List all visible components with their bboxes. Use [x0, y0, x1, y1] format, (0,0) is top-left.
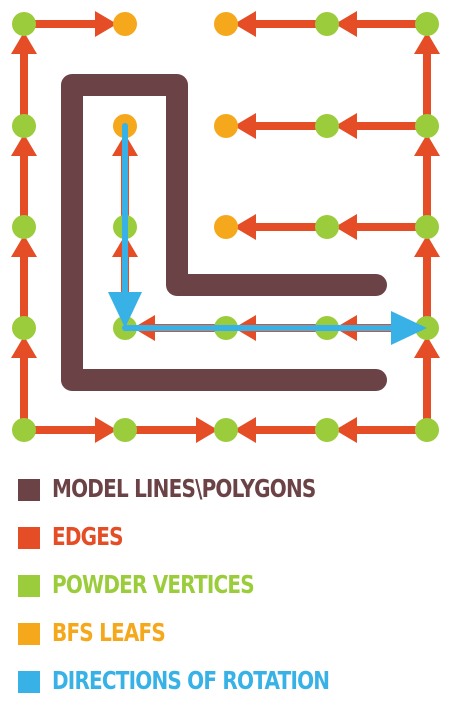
legend-item-powder: POWDER VERTICES	[16, 566, 446, 614]
rotation-arrow-2	[122, 311, 427, 345]
edge-c4r2-c3r2	[335, 214, 427, 240]
powder-vertex-c0r2	[12, 215, 36, 239]
edge-c3r0-c2r0	[234, 11, 327, 37]
powder-vertex-c1r4	[113, 418, 137, 442]
powder-vertex-c4r4	[415, 418, 439, 442]
edge-arrowhead	[335, 417, 357, 443]
legend-swatch-model	[18, 479, 40, 501]
powder-vertex-c3r0	[315, 12, 339, 36]
edge-arrowhead	[11, 235, 37, 257]
legend-item-model: MODEL LINES\POLYGONS	[16, 470, 446, 518]
legend-item-edges: EDGES	[16, 518, 446, 566]
edge-c0r4-c0r3	[11, 336, 37, 430]
legend-item-leafs: BFS LEAFS	[16, 614, 446, 662]
edge-c0r4-c1r4	[24, 417, 117, 443]
edge-arrowhead	[414, 235, 440, 257]
legend-label-leafs: BFS LEAFS	[52, 618, 166, 647]
legend-swatch-rotation	[18, 671, 40, 693]
edge-arrowhead	[414, 134, 440, 156]
powder-vertex-c0r0	[12, 12, 36, 36]
powder-vertex-c4r1	[415, 114, 439, 138]
model-lines-polygons	[61, 74, 387, 391]
rotation-arrowhead	[391, 311, 427, 345]
edge-arrowhead	[11, 134, 37, 156]
powder-vertex-c3r4	[315, 418, 339, 442]
edge-c4r1-c3r1	[335, 113, 427, 139]
powder-vertex-c2r4	[214, 418, 238, 442]
bfs-leaf-vertex-c2r0	[214, 12, 238, 36]
edge-arrowhead	[196, 417, 218, 443]
edge-arrowhead	[335, 113, 357, 139]
edge-c3r1-c2r1	[234, 113, 327, 139]
edge-c4r3-c4r2	[414, 235, 440, 328]
edge-arrowhead	[335, 214, 357, 240]
edge-c4r1-c4r0	[414, 32, 440, 126]
edge-c4r4-c3r4	[335, 417, 427, 443]
legend-item-rotation: DIRECTIONS OF ROTATION	[16, 662, 446, 710]
powder-vertex-c3r2	[315, 215, 339, 239]
edge-arrowhead	[95, 417, 117, 443]
edge-arrowhead	[335, 11, 357, 37]
legend-swatch-powder	[18, 575, 40, 597]
model-outer-line	[61, 74, 387, 391]
legend: MODEL LINES\POLYGONS EDGES POWDER VERTIC…	[16, 470, 446, 710]
edge-arrowhead	[414, 336, 440, 358]
legend-swatch-edges	[18, 527, 40, 549]
legend-label-powder: POWDER VERTICES	[52, 570, 255, 599]
edge-arrowhead	[11, 336, 37, 358]
powder-vertex-c4r0	[415, 12, 439, 36]
powder-vertex-c3r1	[315, 114, 339, 138]
edge-c3r2-c2r2	[234, 214, 327, 240]
edge-c0r2-c0r1	[11, 134, 37, 227]
bfs-leaf-vertex-c1r0	[113, 12, 137, 36]
bfs-leaf-vertex-c2r1	[214, 114, 238, 138]
edge-c0r0-c1r0	[24, 11, 117, 37]
edge-c0r3-c0r2	[11, 235, 37, 328]
bfs-diagram	[11, 11, 440, 443]
edge-c4r0-c3r0	[335, 11, 427, 37]
powder-vertex-c4r2	[415, 215, 439, 239]
edge-c4r4-c4r3	[414, 336, 440, 430]
legend-label-edges: EDGES	[52, 522, 124, 551]
edge-arrowhead	[234, 11, 256, 37]
powder-vertex-c0r4	[12, 418, 36, 442]
rotation-arrowhead	[108, 292, 142, 328]
legend-swatch-leafs	[18, 623, 40, 645]
rotation-arrow-1	[108, 123, 142, 328]
edge-arrowhead	[414, 32, 440, 54]
edge-c3r4-c2r4	[234, 417, 327, 443]
powder-vertex-c0r1	[12, 114, 36, 138]
edge-arrowhead	[234, 417, 256, 443]
legend-label-model: MODEL LINES\POLYGONS	[52, 474, 316, 503]
edge-c4r2-c4r1	[414, 134, 440, 227]
edge-c0r1-c0r0	[11, 32, 37, 126]
edge-arrowhead	[234, 113, 256, 139]
edge-arrowhead	[95, 11, 117, 37]
vertices-layer	[12, 12, 439, 442]
legend-label-rotation: DIRECTIONS OF ROTATION	[52, 666, 330, 695]
edge-arrowhead	[11, 32, 37, 54]
edge-arrowhead	[234, 214, 256, 240]
bfs-leaf-vertex-c2r2	[214, 215, 238, 239]
rotation-layer	[108, 123, 427, 345]
edges-layer	[11, 11, 440, 443]
edge-c1r4-c2r4	[125, 417, 218, 443]
powder-vertex-c0r3	[12, 316, 36, 340]
